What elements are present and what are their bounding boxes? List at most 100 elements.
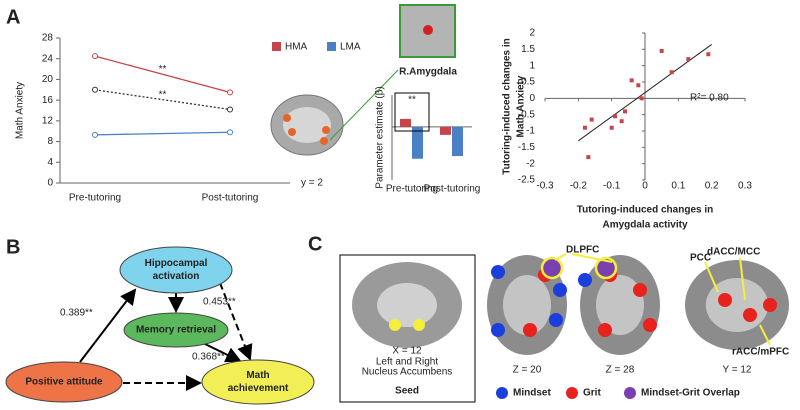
seed-label: Nucleus Accumbens [362, 367, 453, 378]
legend-swatch [496, 387, 508, 399]
activation-blob [283, 114, 291, 122]
point [589, 117, 594, 122]
x-tick-label: -0.3 [536, 181, 554, 192]
slice-label: Z = 28 [606, 365, 635, 376]
edge-label: 0.368** [192, 352, 225, 363]
legend-swatch [272, 42, 281, 51]
y-tick-label: 8 [47, 136, 53, 147]
point [609, 125, 614, 130]
mindset-blob [491, 265, 505, 279]
seed-label: Left and Right [376, 357, 438, 368]
x-tick-label: 0 [642, 181, 648, 192]
bar [452, 126, 463, 157]
point [92, 86, 98, 93]
edge [219, 282, 253, 361]
y-tick-label: 0 [47, 178, 53, 189]
activation-blob [320, 137, 328, 145]
point [623, 109, 627, 114]
brain-inner [596, 275, 644, 335]
node [119, 246, 233, 294]
region-label: DLPFC [566, 245, 599, 256]
point [227, 89, 233, 96]
chart-title: R.Amygdala [399, 67, 457, 78]
grit-blob [523, 323, 537, 337]
y-tick-label: -0.5 [518, 109, 536, 120]
legend-swatch [624, 387, 636, 399]
pointer [704, 261, 719, 293]
overlap-ring [540, 256, 564, 280]
y-tick-label: 20 [42, 74, 54, 85]
node-label: achievement [228, 383, 289, 394]
overlap-ring [594, 256, 618, 280]
x-tick-label: 0.1 [671, 181, 685, 192]
grit-blob [743, 308, 757, 322]
x-tick-label: Post-tutoring [424, 184, 481, 195]
panel-label: C [308, 233, 322, 255]
x-tick-label: Pre-tutoring [386, 184, 438, 195]
node [5, 361, 123, 403]
y-tick-label: -2 [526, 158, 535, 169]
x-tick-label: 0.3 [738, 181, 752, 192]
brain-inner [377, 283, 437, 327]
point [583, 125, 587, 130]
legend-swatch [566, 387, 578, 399]
series-line [94, 89, 231, 111]
legend-label: Mindset [513, 388, 551, 399]
point [92, 53, 98, 60]
point [586, 155, 591, 160]
pointer [554, 253, 567, 261]
significance: ** [159, 89, 167, 100]
y-tick-label: 4 [47, 157, 53, 168]
point [686, 57, 691, 62]
point [613, 114, 617, 119]
legend-label: Mindset-Grit Overlap [641, 388, 740, 399]
y-tick-label: -1.5 [518, 142, 536, 153]
pointer [739, 257, 746, 301]
y-axis-label: Tutoring-induced changes in [502, 38, 513, 174]
region-label: rACC/mPFC [732, 347, 789, 358]
y-tick-label: 12 [42, 115, 54, 126]
grit-blob [763, 298, 777, 312]
x-tick-label: Pre-tutoring [69, 193, 121, 204]
activation-blob [288, 128, 296, 136]
grit-blob [633, 283, 647, 297]
y-tick-label: 1 [529, 60, 535, 71]
significance-box [394, 92, 430, 132]
significance: ** [159, 64, 167, 75]
y-tick-label: 24 [42, 53, 54, 64]
edge-label: 0.389** [60, 308, 93, 319]
significance: ** [408, 95, 416, 106]
grit-blob [718, 293, 732, 307]
node-label: Math [246, 370, 269, 381]
pointer [571, 253, 613, 263]
node [201, 359, 315, 405]
point [639, 96, 644, 101]
x-axis-label: Amygdala activity [602, 220, 687, 231]
y-tick-label: 28 [42, 33, 54, 44]
grit-blob [598, 323, 612, 337]
y-tick-label: 16 [42, 95, 54, 106]
y-tick-label: -1 [526, 126, 535, 137]
point [92, 131, 98, 138]
bar [412, 126, 423, 159]
brain-inner [503, 275, 551, 335]
node-label: activation [153, 271, 200, 282]
y-tick-label: 1.5 [521, 44, 535, 55]
y-axis-label: Math Anxiety [516, 75, 527, 137]
point [619, 119, 624, 124]
x-tick-label: 0.2 [705, 181, 719, 192]
node-label: Positive attitude [25, 377, 103, 388]
slice-label: Z = 20 [513, 365, 542, 376]
y-tick-label: 0 [529, 93, 535, 104]
legend-label: Grit [583, 388, 601, 399]
slice-label: y = 2 [301, 178, 323, 189]
point [636, 83, 641, 88]
legend-swatch [327, 42, 336, 51]
x-axis-label: Tutoring-induced changes in [577, 205, 713, 216]
edge [204, 343, 242, 363]
region-label: dACC/MCC [707, 247, 760, 258]
inset-blob [423, 25, 433, 35]
grit-blob [643, 318, 657, 332]
activation-blob [322, 126, 330, 134]
